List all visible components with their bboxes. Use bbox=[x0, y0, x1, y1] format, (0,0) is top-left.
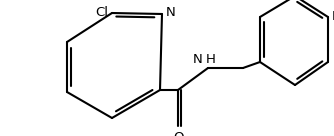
Text: H: H bbox=[206, 53, 216, 66]
Text: N: N bbox=[332, 10, 334, 22]
Text: N: N bbox=[166, 7, 176, 19]
Text: O: O bbox=[173, 131, 183, 136]
Text: Cl: Cl bbox=[95, 5, 108, 18]
Text: N: N bbox=[192, 53, 202, 66]
